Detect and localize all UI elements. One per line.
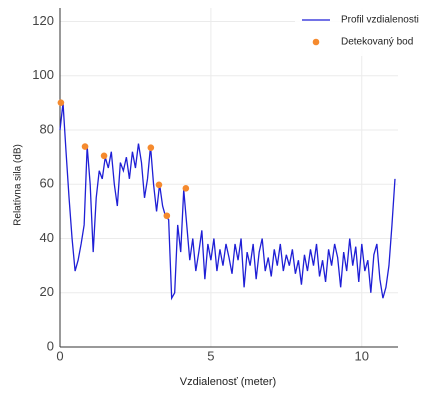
x-tick-label: 5 bbox=[207, 348, 214, 363]
y-tick-label: 20 bbox=[40, 284, 54, 299]
y-tick-label: 80 bbox=[40, 121, 54, 136]
y-tick-label: 60 bbox=[40, 176, 54, 191]
data-point bbox=[57, 99, 65, 106]
legend-label: Detekovaný bod bbox=[341, 37, 413, 48]
x-axis-title: Vzdialenosť (meter) bbox=[180, 376, 276, 388]
y-tick-label: 0 bbox=[47, 338, 54, 353]
y-tick-label: 40 bbox=[40, 230, 54, 245]
legend-swatch bbox=[312, 38, 320, 46]
x-tick-label: 10 bbox=[355, 348, 369, 363]
y-tick-label: 100 bbox=[32, 67, 54, 82]
data-line bbox=[59, 102, 396, 301]
data-point bbox=[182, 185, 190, 192]
y-tick-label: 120 bbox=[32, 13, 54, 28]
y-axis-title: Relatívna sila (dB) bbox=[13, 144, 24, 226]
legend-label: Profil vzdialenosti bbox=[341, 15, 419, 26]
data-point bbox=[163, 212, 171, 220]
data-point bbox=[155, 181, 163, 189]
legend-box bbox=[295, 8, 427, 56]
x-tick-label: 0 bbox=[56, 348, 63, 363]
data-point bbox=[100, 152, 108, 160]
data-point bbox=[81, 143, 89, 150]
data-point bbox=[147, 144, 155, 151]
